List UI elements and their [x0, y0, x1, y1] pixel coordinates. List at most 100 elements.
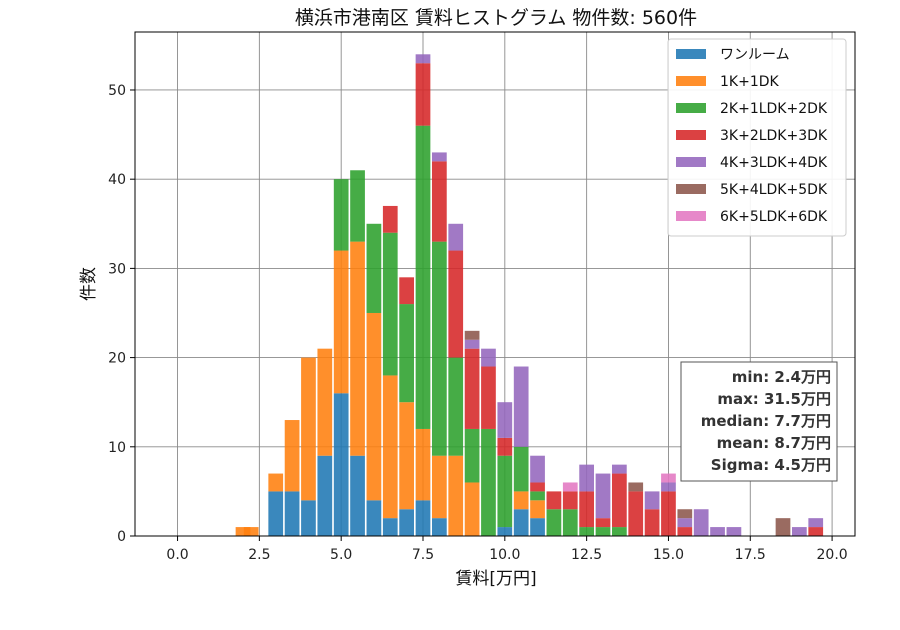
bar-16-series-0	[497, 527, 513, 536]
bar-7-series-2	[350, 170, 365, 242]
x-tick-label-5: 12.5	[571, 547, 602, 563]
bar-8-series-0	[366, 500, 382, 536]
bar-20-series-3	[562, 491, 578, 510]
bar-14-series-5	[464, 330, 480, 340]
bar-23-series-3	[612, 473, 627, 528]
bar-13-series-4	[448, 223, 464, 251]
bar-21-series-3	[579, 491, 594, 528]
bar-10-series-3	[399, 277, 414, 305]
stats-line-4: Sigma: 4.5万円	[711, 456, 831, 474]
bar-33-series-3	[808, 527, 824, 536]
bar-18-series-4	[530, 455, 545, 483]
y-tick-label-2: 20	[108, 351, 126, 367]
legend-swatch-0	[676, 49, 706, 59]
legend-swatch-2	[676, 103, 706, 113]
bar-17-series-1	[513, 491, 529, 510]
bar-11-series-3	[415, 63, 431, 126]
bar-14-series-3	[464, 348, 480, 429]
bar-14-series-1	[464, 482, 480, 536]
x-tick-label-8: 20.0	[817, 547, 848, 563]
bar-33-series-4	[808, 518, 824, 528]
bar-11-series-2	[415, 125, 431, 429]
bar-13-series-2	[448, 357, 464, 456]
x-tick-label-1: 2.5	[248, 547, 270, 563]
y-tick-label-1: 10	[108, 440, 126, 456]
y-axis-title: 件数	[79, 267, 99, 301]
bar-9-series-0	[382, 518, 398, 536]
bar-21-series-2	[579, 527, 594, 536]
bar-27-series-3	[677, 527, 693, 536]
legend-label-6: 6K+5LDK+6DK	[720, 209, 828, 225]
bar-5-series-0	[317, 455, 333, 536]
bar-6-series-1	[333, 250, 349, 394]
y-axis-ticks: 0 10 20 30 40 50	[108, 83, 135, 545]
bar-12-series-1	[432, 455, 447, 519]
bar-25-series-3	[644, 509, 660, 536]
bar-15-series-2	[481, 428, 496, 536]
bar-10-series-0	[399, 509, 414, 536]
legend-label-0: ワンルーム	[720, 47, 790, 63]
bar-9-series-2	[382, 232, 398, 376]
stats-line-3: mean: 8.7万円	[717, 434, 831, 452]
bar-15-series-3	[481, 366, 496, 429]
bar-11-series-1	[415, 428, 431, 501]
legend-swatch-4	[676, 157, 706, 167]
stats-frame	[680, 361, 838, 482]
bar-7-series-0	[350, 455, 365, 536]
bar-19-series-2	[546, 509, 562, 536]
x-axis-title: 賃料[万円]	[455, 569, 536, 589]
bar-26-series-6	[661, 473, 676, 483]
bar-21-series-4	[579, 464, 594, 492]
bar-6-series-0	[333, 393, 349, 536]
bar-9-series-1	[382, 375, 398, 519]
bar-13-series-3	[448, 250, 464, 358]
bar-5-series-1	[317, 348, 333, 456]
bar-2-series-1	[268, 473, 284, 492]
x-tick-label-7: 17.5	[735, 547, 766, 563]
legend-swatch-1	[676, 76, 706, 86]
bar-17-series-0	[513, 509, 529, 536]
chart-title: 横浜市港南区 賃料ヒストグラム 物件数: 560件	[295, 7, 697, 29]
stats-line-2: median: 7.7万円	[701, 412, 831, 430]
x-axis-ticks: 0.0 2.5 5.0 7.5 10.0 12.5 15.0 17.5 20.0	[166, 536, 848, 563]
bar-28-series-4	[693, 509, 709, 536]
bar-30-series-4	[726, 527, 742, 536]
legend-frame	[667, 38, 847, 237]
legend-swatch-5	[676, 184, 706, 194]
bar-3-series-0	[284, 491, 300, 536]
bar-8-series-1	[366, 312, 382, 501]
bar-16-series-3	[497, 437, 513, 456]
bar-11-series-0	[415, 500, 431, 536]
bar-26-series-3	[661, 491, 676, 536]
x-tick-label-0: 0.0	[166, 547, 188, 563]
x-tick-label-6: 15.0	[653, 547, 684, 563]
bar-32-series-4	[792, 527, 807, 536]
bar-18-series-3	[530, 482, 545, 492]
legend-label-4: 4K+3LDK+4DK	[720, 155, 828, 171]
y-tick-label-0: 0	[117, 529, 126, 545]
bar-23-series-4	[612, 464, 627, 474]
legend-swatch-6	[676, 211, 706, 221]
bars-group	[235, 54, 824, 536]
bar-15-series-4	[481, 348, 496, 367]
bar-9-series-3	[382, 205, 398, 233]
legend-swatch-3	[676, 130, 706, 140]
stats-line-0: min: 2.4万円	[732, 368, 831, 386]
bar-8-series-2	[366, 223, 382, 313]
bar-27-series-5	[677, 509, 693, 519]
legend: ワンルーム 1K+1DK 2K+1LDK+2DK 3K+2LDK+3DK 4K+3LDK…	[667, 38, 847, 237]
bar-3-series-1	[284, 420, 300, 492]
bar-12-series-4	[432, 152, 447, 162]
bar-1-series-1	[243, 527, 259, 536]
bar-4-series-1	[301, 357, 316, 501]
x-tick-label-3: 7.5	[412, 547, 434, 563]
bar-19-series-3	[546, 491, 562, 510]
bar-16-series-4	[497, 402, 513, 438]
bar-22-series-3	[595, 518, 611, 528]
bar-14-series-4	[464, 339, 480, 349]
bar-2-series-0	[268, 491, 284, 536]
legend-label-2: 2K+1LDK+2DK	[720, 101, 828, 117]
bar-24-series-3	[628, 491, 644, 536]
bar-11-series-4	[415, 54, 431, 64]
bar-20-series-6	[562, 482, 578, 492]
